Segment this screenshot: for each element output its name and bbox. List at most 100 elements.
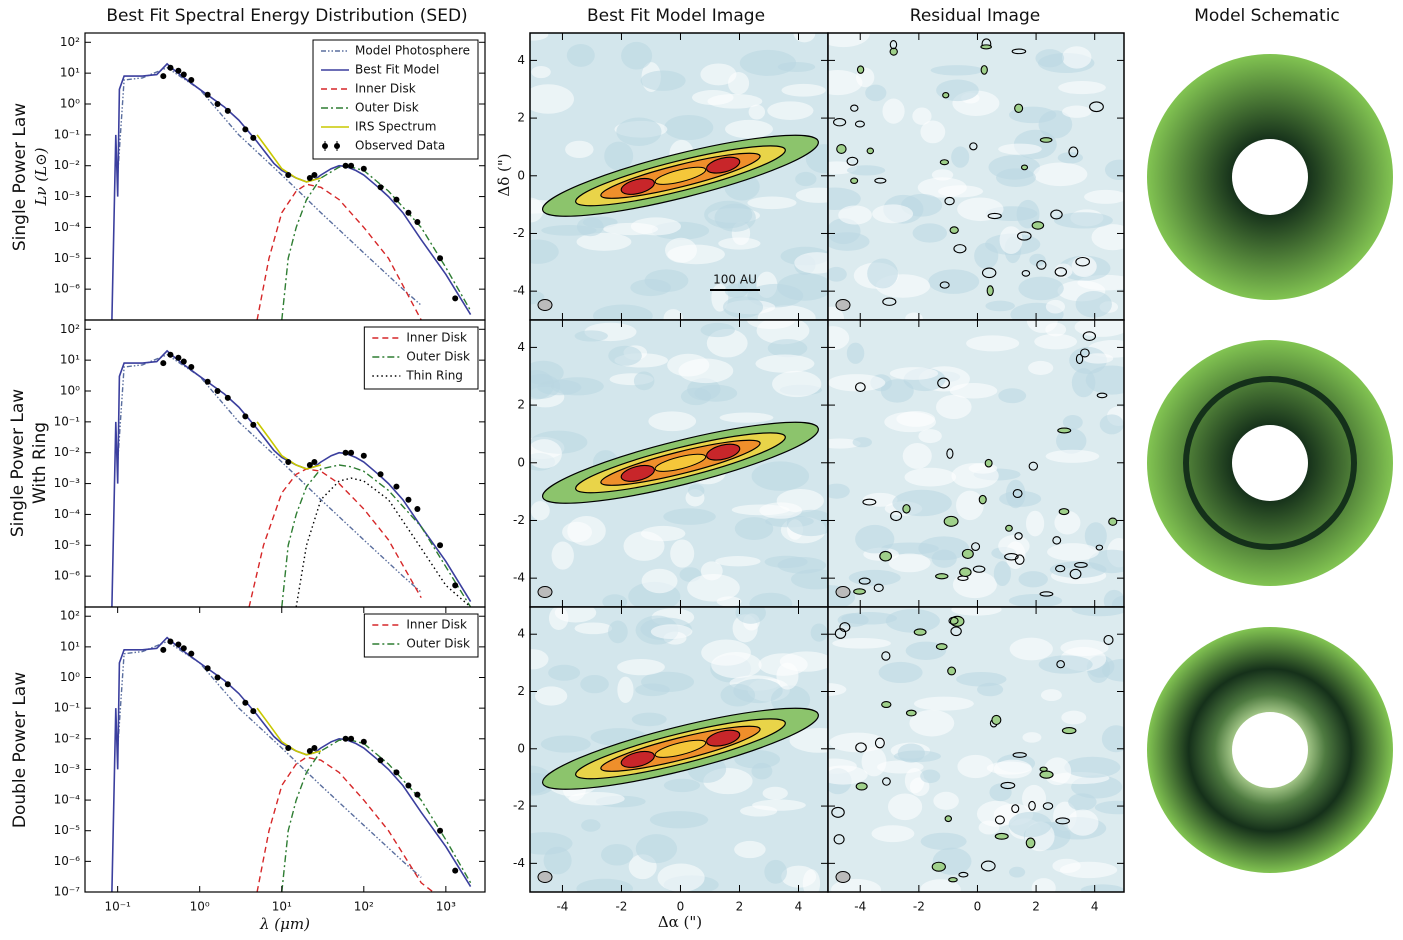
noise [1072, 256, 1097, 277]
x-axis-label: Δα (") [658, 913, 702, 931]
x-tick-label: 2 [736, 900, 744, 914]
residual-contour [867, 148, 873, 154]
data-point [225, 395, 231, 401]
noise [1022, 732, 1041, 742]
y-tick-label: 4 [517, 627, 525, 641]
noise [1064, 757, 1120, 778]
data-point [225, 681, 231, 687]
noise [1035, 49, 1064, 67]
noise [1084, 190, 1127, 204]
noise [758, 653, 807, 676]
data-point [378, 471, 384, 477]
row-label: Double Power Law [10, 672, 30, 828]
noise [853, 437, 872, 447]
data-point [188, 651, 194, 657]
y-tick-label: 10² [60, 322, 80, 336]
noise [604, 142, 633, 171]
residual-contour [944, 516, 958, 526]
residual-contour [985, 459, 992, 466]
noise [721, 684, 756, 707]
noise [953, 571, 997, 598]
plot-area [112, 638, 471, 892]
data-point [167, 65, 173, 71]
disk-hole [1232, 712, 1308, 788]
noise [665, 238, 697, 263]
noise [1028, 361, 1053, 375]
noise [623, 531, 664, 561]
data-point [225, 108, 231, 114]
scale-bar-label: 100 AU [713, 273, 757, 287]
data-point [414, 219, 420, 225]
noise [1081, 884, 1124, 895]
noise [1022, 785, 1046, 812]
legend: Inner DiskOuter Disk [364, 614, 478, 657]
image [804, 308, 1139, 615]
noise [577, 217, 604, 236]
column-title: Best Fit Spectral Energy Distribution (S… [106, 6, 467, 26]
data-point [242, 413, 248, 419]
noise [687, 574, 740, 602]
noise [692, 90, 734, 105]
data-point [437, 828, 443, 834]
noise [1029, 254, 1045, 266]
noise [1076, 291, 1112, 318]
y-tick-label: 10¹ [60, 353, 80, 367]
residual-contour [854, 589, 866, 594]
y-tick-label: 10⁻⁶ [54, 854, 81, 868]
noise [759, 502, 802, 518]
residual-contour [1040, 771, 1053, 778]
y-tick-label: 10⁻³ [54, 762, 81, 776]
noise [950, 383, 998, 398]
data-point [361, 739, 367, 745]
data-point [160, 73, 166, 79]
noise [974, 243, 998, 269]
y-tick-label: -2 [513, 513, 525, 527]
noise [969, 463, 998, 474]
data-point [378, 184, 384, 190]
data-point [250, 422, 256, 428]
noise [651, 624, 693, 639]
data-point [175, 641, 181, 647]
data-point [215, 675, 221, 681]
legend-label: Observed Data [355, 139, 445, 153]
noise [865, 85, 886, 102]
data-point [181, 72, 187, 78]
y-tick-label: 10⁻¹ [54, 414, 81, 428]
y-tick-label: 10⁻⁴ [54, 220, 81, 234]
noise [832, 638, 891, 649]
residual-contour [962, 549, 973, 558]
beam [538, 300, 552, 311]
noise [871, 825, 914, 842]
beam [836, 872, 850, 883]
x-tick-label: 2 [1032, 900, 1040, 914]
x-tick-label: -4 [854, 900, 866, 914]
noise [781, 84, 825, 97]
noise [1018, 277, 1063, 301]
x-axis-label: λ (μm) [259, 915, 310, 933]
data-point [167, 638, 173, 644]
noise [526, 439, 562, 468]
y-tick-label: 10⁻² [54, 445, 81, 459]
noise [549, 606, 568, 630]
noise [658, 864, 705, 892]
data-point [175, 355, 181, 361]
noise [670, 539, 694, 567]
data-point [343, 736, 349, 742]
data-point [160, 360, 166, 366]
series-line [118, 642, 422, 878]
data-point [205, 379, 211, 385]
data-point [242, 126, 248, 132]
y-tick-label: -4 [513, 856, 525, 870]
data-point [437, 542, 443, 548]
noise [621, 42, 652, 70]
x-tick-label: 0 [677, 900, 685, 914]
data-point [311, 172, 317, 178]
noise [565, 141, 593, 158]
x-tick-label: 0 [974, 900, 982, 914]
y-tick-label: 4 [517, 340, 525, 354]
data-point [405, 497, 411, 503]
residual-contour [906, 710, 916, 716]
data-point [393, 197, 399, 203]
residual-contour [950, 227, 958, 234]
